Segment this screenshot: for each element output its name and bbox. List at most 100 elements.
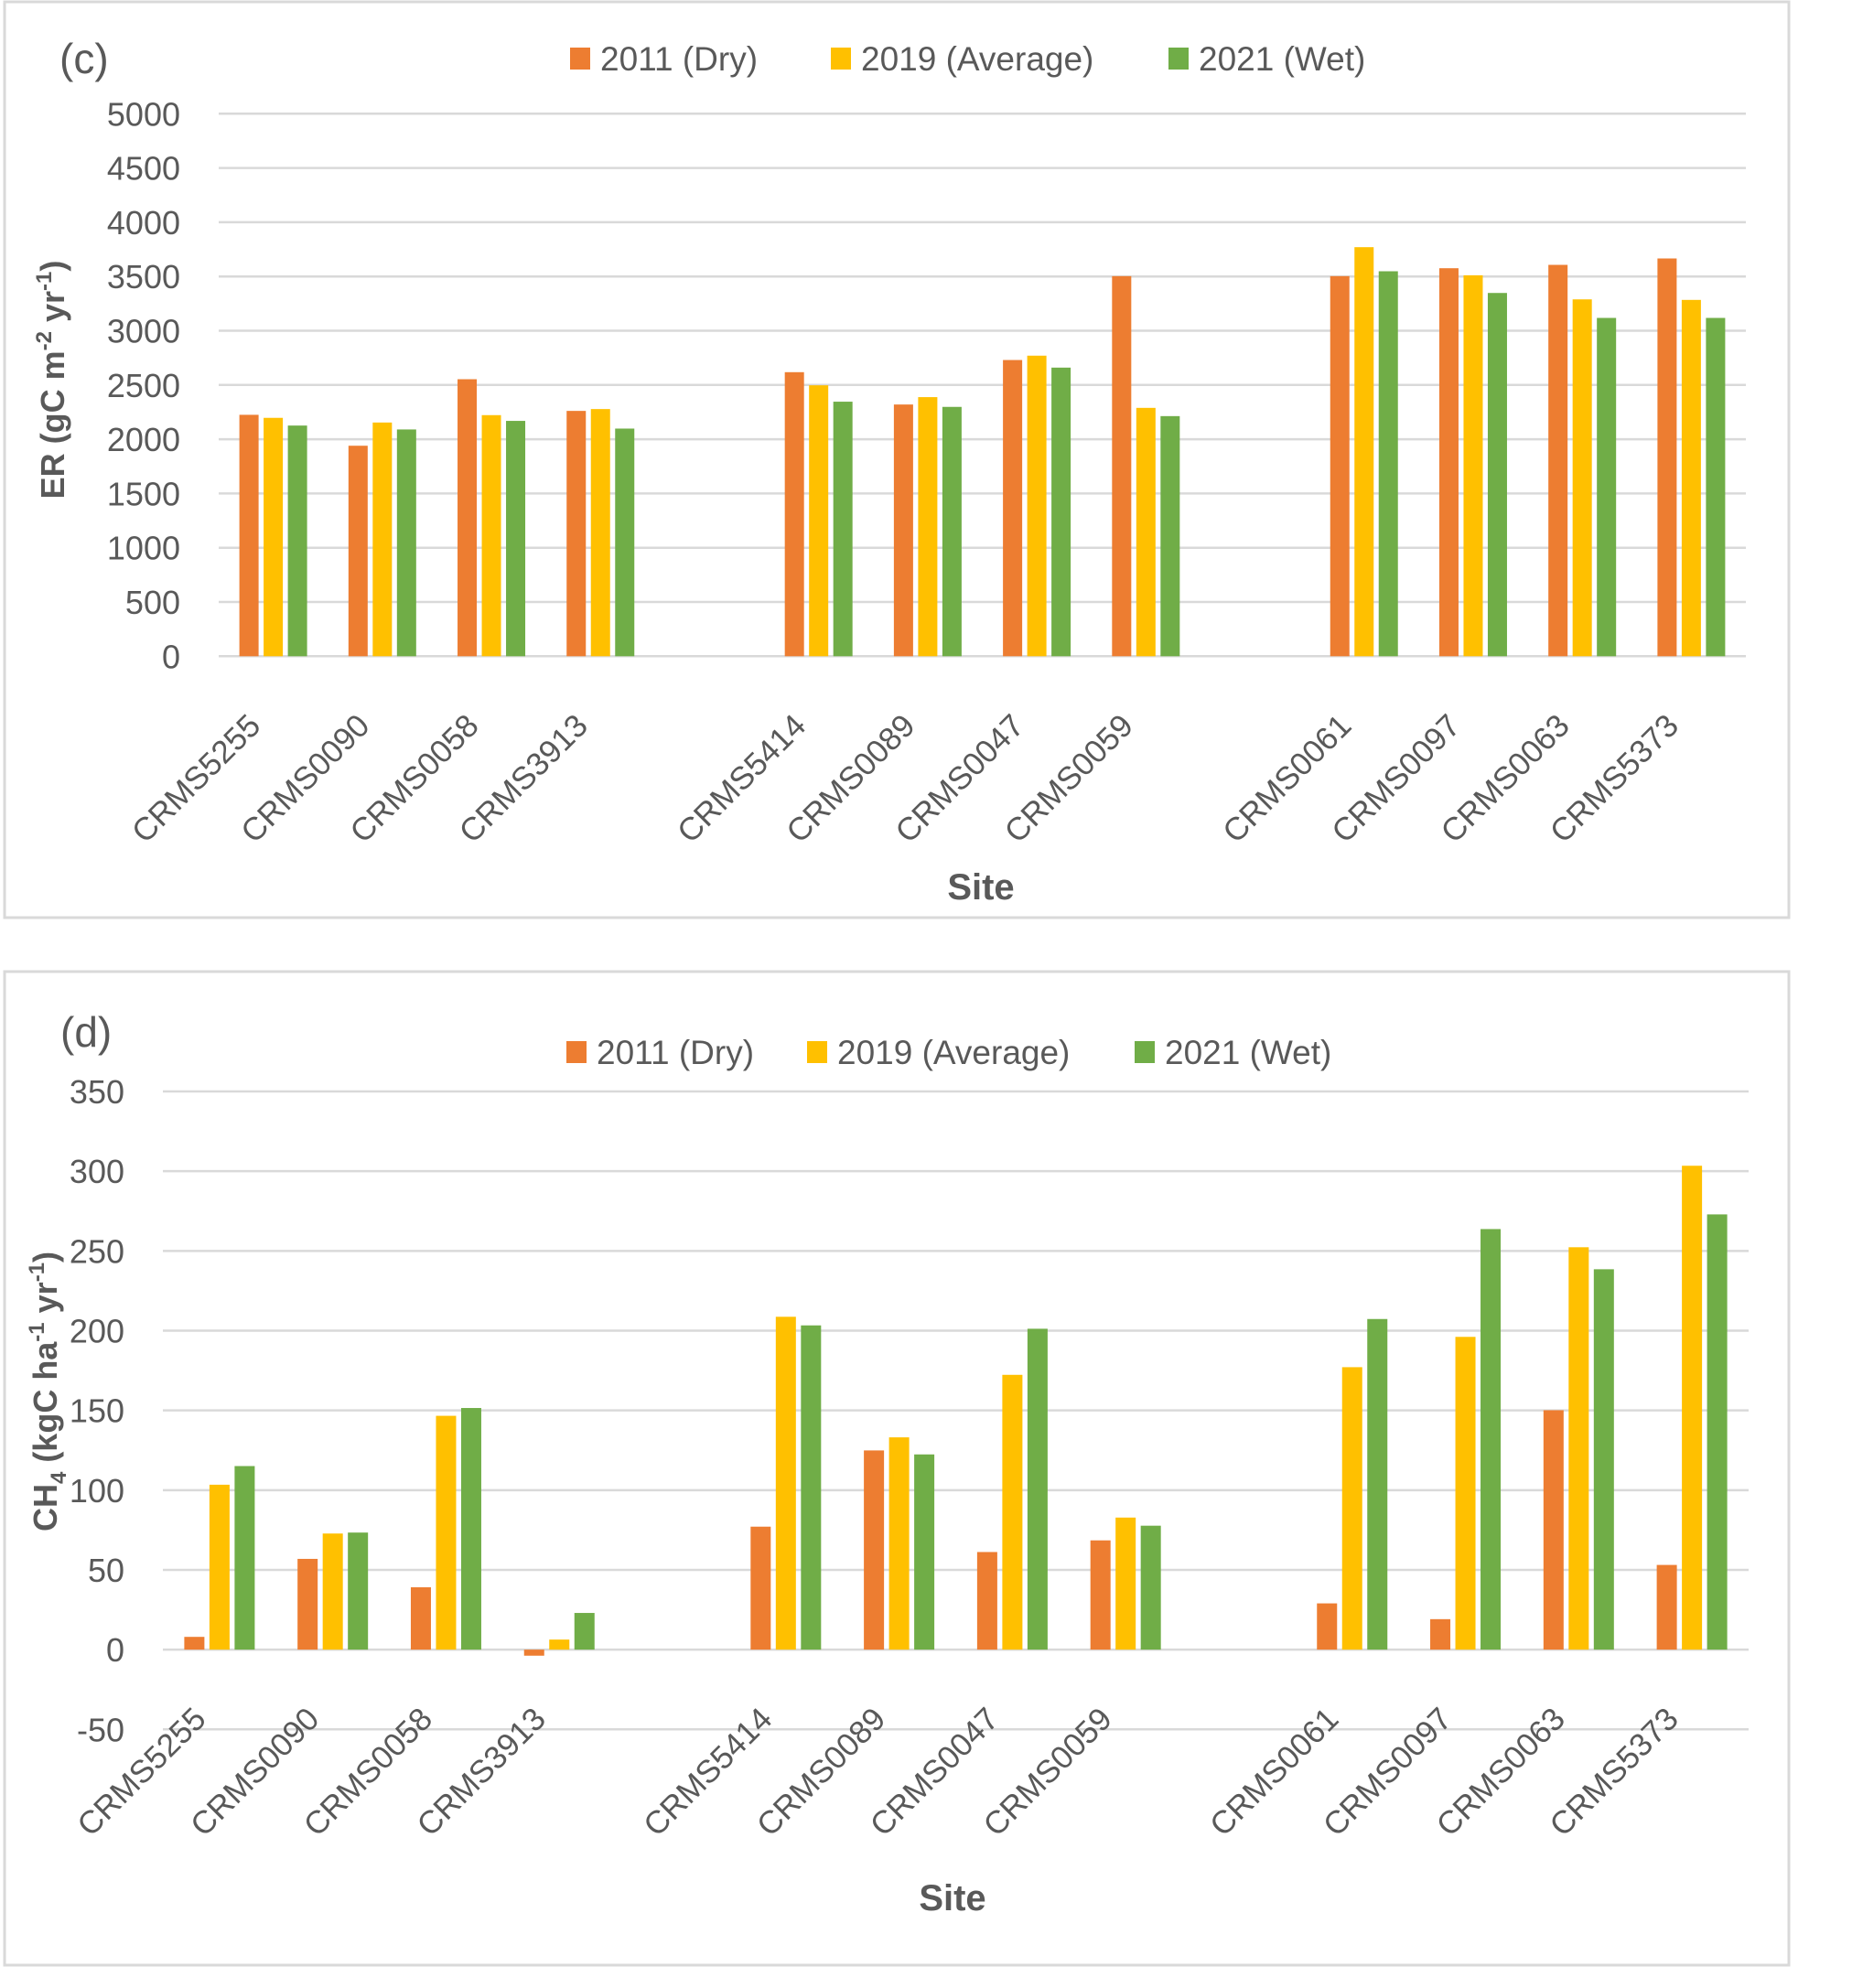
bar: [348, 1532, 369, 1650]
bar: [1330, 275, 1350, 657]
panel-label: (c): [59, 35, 109, 82]
legend: 2011 (Dry) 2019 (Average) 2021 (Wet): [566, 1034, 1331, 1071]
series-2011: [184, 1410, 1677, 1656]
bar: [1090, 1540, 1111, 1650]
bar: [1115, 1517, 1136, 1650]
bar: [1160, 415, 1180, 657]
bar: [1593, 1269, 1614, 1650]
bar: [1481, 1229, 1502, 1650]
legend-swatch: [807, 1041, 827, 1063]
y-axis-ticks: -50 0 50 100 150 200 250 300 350: [70, 1073, 124, 1748]
legend-item[interactable]: 2011 (Dry): [566, 1034, 754, 1071]
y-tick-label: -50: [77, 1711, 124, 1748]
bar: [1051, 367, 1071, 657]
y-axis-title-part: ER (gC m: [34, 350, 71, 499]
bar: [549, 1639, 570, 1650]
bar: [888, 1437, 910, 1650]
bar: [566, 411, 587, 657]
y-axis-title-part: -1: [32, 272, 57, 291]
legend-label: 2019 (Average): [837, 1034, 1070, 1071]
y-tick-label: 0: [106, 1631, 124, 1669]
y-axis-title-part: ): [34, 261, 71, 272]
legend-item[interactable]: 2021 (Wet): [1135, 1034, 1331, 1071]
y-tick-label: 5000: [107, 95, 180, 133]
legend-label: 2011 (Dry): [597, 1034, 754, 1071]
bars: [239, 247, 1726, 657]
legend-swatch: [1168, 48, 1189, 70]
y-tick-label: 1500: [107, 475, 180, 512]
bar: [1003, 360, 1023, 657]
bar: [481, 414, 501, 657]
legend-item[interactable]: 2021 (Wet): [1168, 40, 1365, 78]
y-tick-label: 50: [88, 1552, 124, 1589]
y-axis-title-part: -2: [32, 331, 57, 350]
bar: [1341, 1367, 1362, 1650]
bar: [410, 1586, 431, 1650]
y-axis-title-part: CH: [27, 1484, 64, 1531]
bar: [801, 1325, 822, 1650]
legend-label: 2021 (Wet): [1165, 1034, 1331, 1071]
bar: [833, 402, 853, 657]
bar: [1027, 1328, 1048, 1650]
legend-item[interactable]: 2019 (Average): [807, 1034, 1070, 1071]
bar: [1354, 247, 1374, 657]
bar: [1430, 1618, 1451, 1650]
y-tick-label: 200: [70, 1312, 124, 1349]
bar: [574, 1613, 595, 1650]
legend-item[interactable]: 2019 (Average): [831, 40, 1093, 78]
bar: [1707, 1214, 1728, 1650]
bar: [942, 406, 962, 657]
bar: [1367, 1318, 1388, 1650]
y-axis-title: CH4 (kgC ha-1 yr-1): [25, 1252, 71, 1531]
bar: [348, 446, 368, 657]
legend-swatch: [1135, 1041, 1155, 1063]
y-tick-label: 100: [70, 1472, 124, 1510]
panel-c-er-chart: (c) 0 500 1000 1500 2000 2500 3000 3500 4000 4500 5…: [3, 0, 1791, 919]
series-2021: [234, 1214, 1728, 1650]
panel-label: (d): [60, 1008, 112, 1056]
bar: [1455, 1337, 1476, 1650]
bars: [184, 1166, 1728, 1656]
x-axis-title: Site: [919, 1878, 985, 1918]
bar: [234, 1466, 255, 1650]
bar: [322, 1533, 343, 1650]
bar: [1568, 1247, 1589, 1650]
y-axis-title-part: -1: [25, 1263, 49, 1282]
y-tick-label: 150: [70, 1392, 124, 1430]
legend-label: 2011 (Dry): [600, 40, 758, 78]
bar: [1543, 1410, 1564, 1650]
legend-label: 2019 (Average): [861, 40, 1093, 78]
bar: [918, 397, 938, 657]
bar: [976, 1552, 997, 1650]
legend-swatch: [570, 48, 590, 70]
bar: [1002, 1374, 1023, 1650]
legend-swatch: [831, 48, 851, 70]
series-2019: [209, 1166, 1703, 1650]
legend-item[interactable]: 2011 (Dry): [570, 40, 758, 78]
y-tick-label: 250: [70, 1232, 124, 1270]
bar: [209, 1484, 230, 1650]
y-tick-label: 4500: [107, 150, 180, 188]
bar: [809, 385, 829, 657]
bar: [1706, 317, 1726, 657]
bar: [590, 409, 610, 657]
y-tick-label: 1000: [107, 530, 180, 567]
bar: [1112, 275, 1132, 657]
y-axis-title-part: (kgC ha: [27, 1341, 64, 1472]
bar: [436, 1415, 457, 1650]
bar: [184, 1637, 205, 1650]
y-tick-label: 0: [162, 638, 180, 675]
bar: [1378, 271, 1398, 657]
y-axis-title: ER (gC m-2 yr-1): [32, 261, 71, 500]
bar: [864, 1450, 885, 1650]
bar: [506, 421, 526, 657]
bar: [1463, 274, 1483, 657]
y-axis-title-part: yr: [34, 291, 71, 331]
bar: [1487, 293, 1507, 657]
bar: [1597, 317, 1617, 657]
y-axis-ticks: 0 500 1000 1500 2000 2500 3000 3500 4000 4500 5000: [107, 95, 180, 675]
series-2019: [264, 247, 1701, 657]
y-axis-title-part: yr: [27, 1282, 64, 1322]
bar: [460, 1408, 481, 1650]
y-axis-title-part: ): [27, 1252, 64, 1263]
